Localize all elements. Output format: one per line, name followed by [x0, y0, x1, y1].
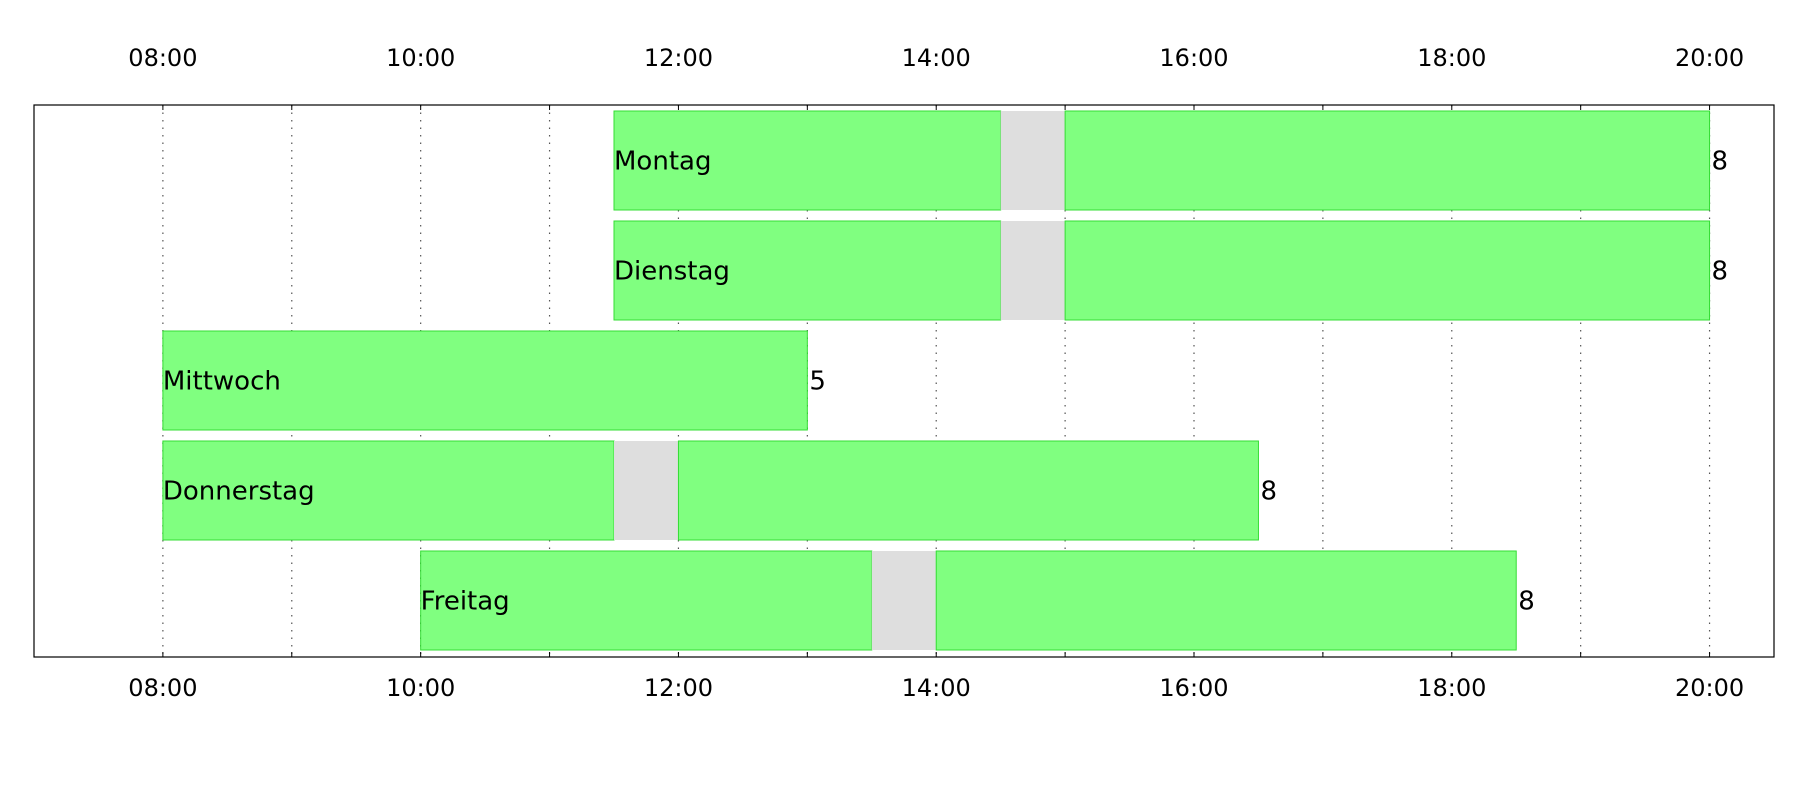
work-segment	[613, 220, 1002, 321]
work-segment	[162, 440, 615, 541]
x-tick-label-bottom: 16:00	[1159, 674, 1228, 702]
row-freitag: Freitag 8	[420, 550, 1535, 651]
row-dienstag: Dienstag 8	[613, 220, 1729, 321]
x-tick-label-bottom: 12:00	[644, 674, 713, 702]
x-tick-label-top: 20:00	[1675, 44, 1744, 72]
work-segment	[162, 330, 808, 431]
x-tick-label-top: 08:00	[128, 44, 197, 72]
row-mittwoch: Mittwoch 5	[162, 330, 826, 431]
break-segment	[1000, 221, 1066, 320]
plot-frame	[33, 104, 1775, 658]
x-tick-label-top: 12:00	[644, 44, 713, 72]
hours-label: 8	[1518, 587, 1535, 617]
hours-label: 8	[1712, 257, 1729, 287]
work-segment	[1064, 110, 1711, 211]
day-label: Donnerstag	[163, 477, 315, 507]
x-tick-label-top: 10:00	[386, 44, 455, 72]
work-segment	[420, 550, 873, 651]
x-tick-label-bottom: 10:00	[386, 674, 455, 702]
x-tick-label-top: 14:00	[902, 44, 971, 72]
day-label: Dienstag	[614, 257, 730, 287]
x-tick-label-bottom: 18:00	[1417, 674, 1486, 702]
break-segment	[1000, 111, 1066, 210]
x-tick-label-bottom: 14:00	[902, 674, 971, 702]
day-label: Montag	[614, 147, 711, 177]
axis-ticks: 08:00 08:00 10:00 10:00 12:00 12:00 14:00 14:00…	[128, 44, 1744, 702]
hours-label: 8	[1260, 477, 1277, 507]
break-segment	[871, 551, 937, 650]
work-segment	[613, 110, 1002, 211]
work-segment	[935, 550, 1517, 651]
x-tick-label-top: 16:00	[1159, 44, 1228, 72]
break-segment	[614, 441, 679, 540]
day-label: Mittwoch	[163, 367, 281, 397]
work-segment	[1064, 220, 1711, 321]
hours-label: 5	[809, 367, 826, 397]
x-tick-label-top: 18:00	[1417, 44, 1486, 72]
hours-label: 8	[1712, 147, 1729, 177]
day-label: Freitag	[421, 587, 510, 617]
row-donnerstag: Donnerstag 8	[162, 440, 1277, 541]
row-montag: Montag 8	[613, 110, 1729, 211]
x-tick-label-bottom: 20:00	[1675, 674, 1744, 702]
work-segment	[677, 440, 1259, 541]
x-tick-label-bottom: 08:00	[128, 674, 197, 702]
